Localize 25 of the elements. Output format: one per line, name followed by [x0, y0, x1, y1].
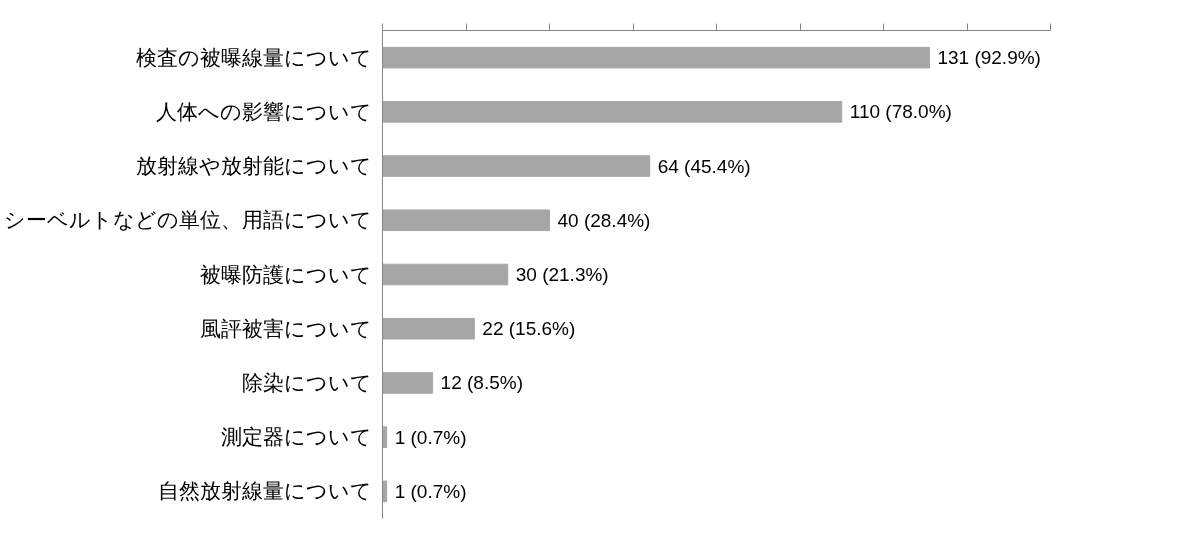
y-tick-label: シーベルトなどの単位、用語について: [3, 208, 372, 233]
y-tick-label: 人体への影響について: [155, 99, 372, 124]
data-label: 1 (0.7%): [394, 480, 467, 502]
data-label: 131 (92.9%): [937, 47, 1041, 69]
y-tick-label: 被曝防護について: [199, 262, 372, 287]
y-tick-label: 除染について: [241, 370, 372, 395]
data-label: 30 (21.3%): [515, 264, 609, 285]
bar: [382, 209, 550, 232]
data-label: 22 (15.6%): [482, 318, 576, 340]
bar: [382, 263, 509, 286]
y-tick-label: 自然放射線量について: [157, 479, 372, 504]
data-label: 110 (78.0%): [849, 101, 952, 123]
y-tick-label: 検査の被曝線量について: [135, 45, 372, 70]
bar: [382, 101, 843, 123]
data-label: 64 (45.4%): [657, 155, 751, 177]
y-tick-label: 放射線や放射能について: [135, 154, 372, 179]
bar: [382, 317, 475, 340]
y-tick-label: 風評被害について: [199, 316, 372, 341]
data-label: 1 (0.7%): [394, 426, 467, 448]
bar: [382, 372, 434, 394]
y-tick-label: 測定器について: [220, 425, 372, 450]
bar: [382, 46, 930, 69]
bar: [382, 155, 651, 177]
data-label: 12 (8.5%): [440, 372, 523, 394]
data-label: 40 (28.4%): [557, 209, 651, 231]
